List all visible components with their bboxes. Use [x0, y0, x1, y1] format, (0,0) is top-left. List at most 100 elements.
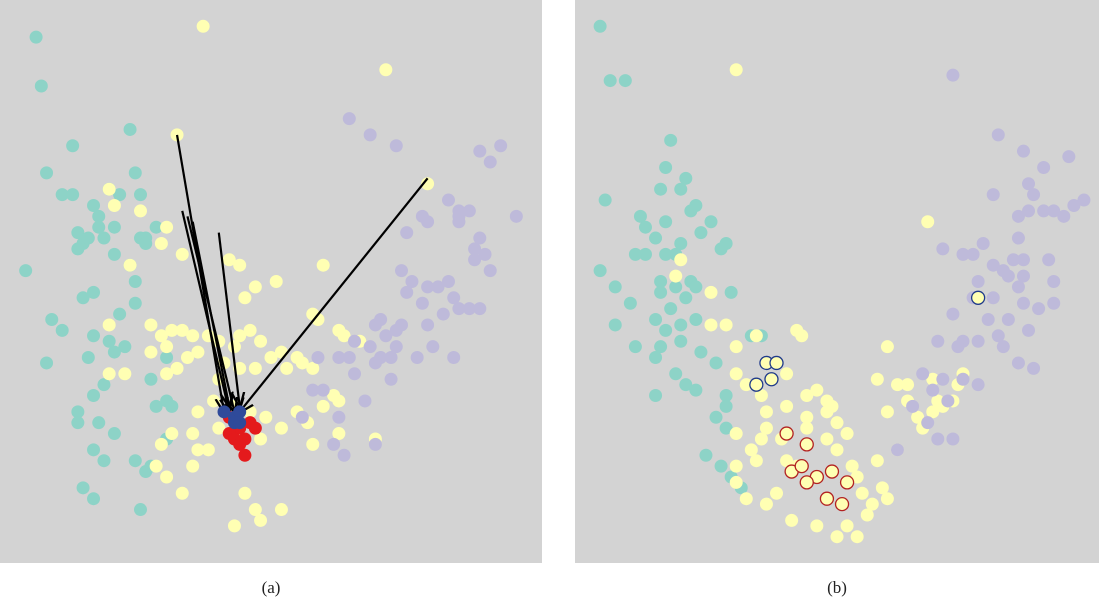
point-yellow — [870, 372, 884, 386]
point-yellow — [144, 318, 158, 332]
point-yellow — [280, 361, 294, 375]
point-open_red — [824, 464, 840, 479]
point-teal — [659, 215, 673, 229]
arrow — [181, 210, 229, 412]
point-teal — [139, 236, 153, 250]
point-lavender — [400, 226, 414, 240]
point-lavender — [1016, 296, 1030, 310]
point-yellow — [170, 361, 184, 375]
point-lavender — [1011, 231, 1025, 245]
point-yellow — [759, 405, 773, 419]
point-teal — [107, 247, 121, 261]
point-lavender — [483, 155, 497, 169]
point-lavender — [389, 139, 403, 153]
point-teal — [87, 198, 101, 212]
point-yellow — [865, 497, 879, 511]
point-yellow — [332, 427, 346, 441]
point-lavender — [441, 275, 455, 288]
scatter-plot-a — [19, 19, 523, 533]
point-yellow — [860, 508, 874, 522]
scatter-panel-a — [0, 0, 542, 563]
point-lavender — [981, 313, 995, 327]
point-teal — [593, 19, 607, 33]
point-yellow — [921, 215, 935, 229]
point-teal — [638, 220, 652, 234]
point-yellow — [704, 285, 718, 299]
point-yellow — [191, 405, 205, 419]
point-lavender — [1006, 253, 1020, 267]
point-yellow — [379, 63, 393, 77]
point-teal — [608, 318, 622, 332]
point-yellow — [674, 253, 688, 267]
point-teal — [76, 481, 90, 495]
point-yellow — [160, 220, 174, 234]
point-teal — [149, 220, 163, 234]
point-yellow — [926, 372, 940, 386]
point-lavender — [363, 340, 377, 354]
point-lavender — [1037, 204, 1051, 218]
point-teal — [664, 133, 678, 147]
point-lavender — [342, 112, 356, 126]
point-yellow — [780, 454, 794, 468]
point-teal — [128, 296, 142, 310]
point-lavender — [311, 351, 325, 365]
series-yellow — [102, 19, 435, 533]
point-teal — [149, 399, 163, 413]
point-yellow — [196, 19, 210, 33]
point-lavender — [452, 302, 466, 316]
point-yellow — [800, 410, 814, 424]
point-teal — [66, 188, 80, 202]
point-teal — [71, 405, 85, 419]
point-yellow — [306, 361, 320, 375]
point-yellow — [227, 519, 241, 533]
point-lavender — [447, 351, 461, 365]
point-yellow — [780, 399, 794, 413]
point-teal — [719, 389, 733, 403]
point-yellow — [754, 389, 768, 403]
point-lavender — [1011, 356, 1025, 370]
point-teal — [81, 231, 95, 245]
point-yellow — [880, 405, 894, 419]
point-yellow — [850, 470, 864, 484]
point-yellow — [227, 340, 241, 354]
point-teal — [87, 329, 101, 343]
point-open_red — [799, 475, 814, 490]
point-navy_neighbors — [233, 416, 247, 430]
point-yellow — [795, 329, 809, 343]
point-yellow — [201, 443, 215, 457]
point-teal — [623, 296, 637, 310]
point-teal — [638, 247, 652, 261]
point-open_blue — [769, 355, 784, 371]
point-teal — [160, 351, 174, 365]
point-yellow — [306, 437, 320, 451]
point-yellow — [102, 318, 116, 332]
point-lavender — [405, 275, 419, 288]
point-yellow — [165, 323, 179, 337]
point-lavender — [1016, 253, 1030, 267]
point-teal — [674, 182, 688, 196]
point-teal — [694, 226, 708, 240]
point-teal — [55, 188, 69, 202]
point-teal — [603, 74, 617, 88]
point-lavender — [906, 399, 920, 413]
point-lavender — [1022, 177, 1036, 191]
point-lavender — [306, 383, 320, 397]
point-yellow — [337, 329, 351, 343]
point-teal — [107, 220, 121, 234]
point-lavender — [956, 247, 970, 261]
point-yellow — [669, 269, 683, 283]
point-yellow — [870, 454, 884, 468]
point-teal — [649, 351, 663, 365]
point-lavender — [1077, 193, 1091, 207]
point-yellow — [154, 329, 168, 343]
point-yellow — [729, 63, 743, 77]
point-yellow — [295, 356, 309, 370]
point-lavender — [415, 209, 429, 223]
point-teal — [669, 367, 683, 381]
point-teal — [97, 454, 111, 468]
point-lavender — [473, 302, 487, 316]
point-lavender — [1062, 150, 1076, 164]
point-yellow — [248, 503, 262, 517]
point-teal — [689, 280, 703, 294]
point-lavender — [986, 258, 1000, 272]
